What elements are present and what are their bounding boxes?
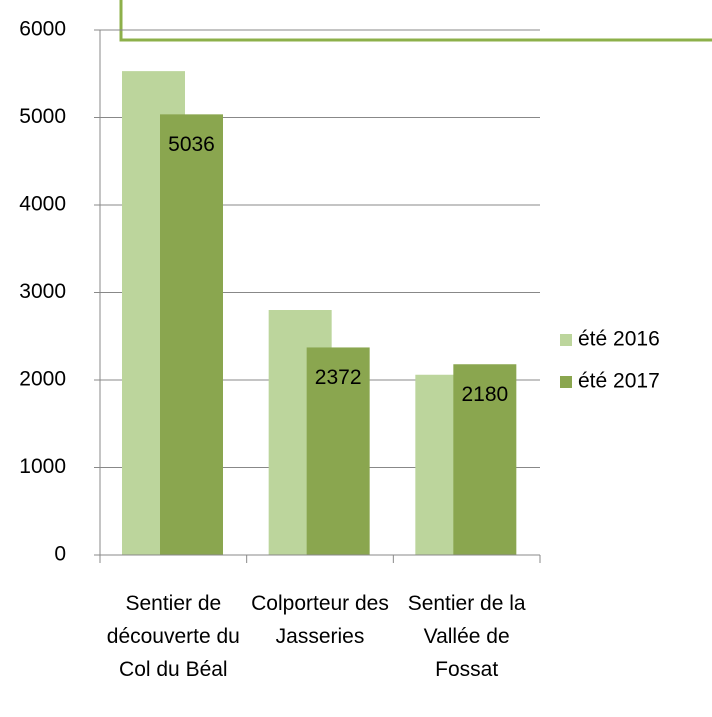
data-label: 2180 (461, 383, 508, 406)
bar (306, 347, 370, 555)
y-tick-label: 5000 (19, 105, 66, 128)
legend-label: été 2016 (578, 328, 660, 351)
y-tick-label: 4000 (19, 193, 66, 216)
x-tick-label: Sentier de la Vallée de Fossat (407, 592, 526, 681)
y-tick-label: 6000 (19, 18, 66, 41)
x-tick-label: Colporteur des Jasseries (251, 592, 389, 648)
title-box (119, 0, 712, 42)
legend-label: été 2017 (578, 370, 660, 393)
x-tick-label: Sentier de découverte du Col du Béal (106, 592, 240, 681)
data-label: 2372 (315, 366, 362, 389)
data-label: 5036 (168, 133, 215, 156)
y-tick-label: 1000 (19, 455, 66, 478)
bar (453, 364, 517, 555)
y-tick-label: 0 (54, 543, 66, 566)
y-tick-label: 3000 (19, 280, 66, 303)
legend-swatch (560, 376, 572, 388)
bar (160, 114, 223, 555)
legend-swatch (560, 334, 572, 346)
y-tick-label: 2000 (19, 368, 66, 391)
